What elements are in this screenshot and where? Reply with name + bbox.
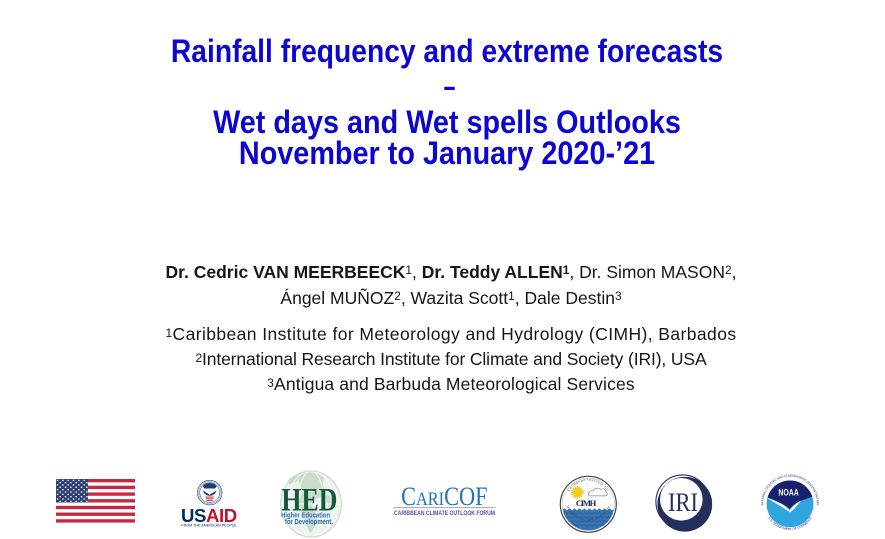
iri-crescent <box>657 476 713 532</box>
hed-tagline-1: Higher Education <box>281 511 330 520</box>
caricof-rule <box>393 507 496 509</box>
affiliations-block: 1Caribbean Institute for Meteorology and… <box>17 323 885 398</box>
authors-line-1: Dr. Cedric VAN MEERBEECK1, Dr. Teddy ALL… <box>17 260 885 286</box>
usaid-seal <box>197 480 223 506</box>
cimh-sun <box>570 485 584 499</box>
affiliation-line-1: 1Caribbean Institute for Meteorology and… <box>17 323 885 348</box>
affiliation-text-3: Antigua and Barbuda Meteorological Servi… <box>274 374 635 395</box>
usaid-wordmark: USAID <box>181 505 237 526</box>
hed-logo: HED Higher Education for Development. <box>274 466 344 538</box>
author-name-segment: Ángel MUÑOZ <box>280 287 395 308</box>
affiliation-marker-2: 2 <box>195 350 202 365</box>
author-name-segment: , Wazita Scott <box>400 287 509 308</box>
usaid-seal-eagle <box>202 490 217 496</box>
author-superscript: 1 <box>508 289 515 303</box>
hed-globe <box>280 470 342 538</box>
title-dash: – <box>443 68 456 104</box>
title-line-1: Rainfall frequency and extreme forecasts <box>170 32 724 69</box>
affiliation-marker-1: 1 <box>165 325 173 340</box>
hed-tagline-2: for Development. <box>285 517 333 526</box>
usaid-seal-shield <box>205 496 214 502</box>
affiliation-line-2: 2International Research Institute for Cl… <box>17 348 885 373</box>
caricof-logo: CARICOF CARIBBEAN CLIMATE OUTLOOK FORUM <box>392 483 497 518</box>
author-superscript: 1 <box>405 263 413 277</box>
cimh-water <box>562 508 615 531</box>
caricof-wordmark: CARICOF <box>401 483 488 512</box>
hed-acronym: HED <box>281 483 337 519</box>
author-name-segment: , Dr. Simon MASON <box>569 261 725 282</box>
cimh-cloud <box>588 487 608 497</box>
iri-logo: IRI <box>654 473 714 533</box>
affiliation-text-1: Caribbean Institute for Meteorology and … <box>172 324 737 345</box>
affiliation-marker-3: 3 <box>267 375 275 390</box>
authors-block: Dr. Cedric VAN MEERBEECK1, Dr. Teddy ALL… <box>17 260 885 312</box>
noaa-dark-wave <box>766 480 814 510</box>
us-flag-logo <box>55 479 135 523</box>
author-superscript: 3 <box>614 289 622 303</box>
iri-acronym: IRI <box>668 488 698 517</box>
cimh-logo: CIMH Caribbean Institute for Meteorology… <box>559 475 618 534</box>
caricof-subtitle: CARIBBEAN CLIMATE OUTLOOK FORUM <box>394 510 495 517</box>
usaid-seal-ring-text <box>198 481 222 505</box>
author-superscript: 2 <box>394 289 401 303</box>
noaa-logo: NOAA NATIONAL OCEANIC AND ATMOSPHERIC AD… <box>756 471 826 537</box>
title-line-2: Wet days and Wet spells Outlooks <box>213 104 681 140</box>
cimh-acronym: CIMH <box>576 498 597 508</box>
author-name-segment: Dr. Teddy ALLEN <box>421 261 563 282</box>
title-line-3: November to January 2020-’21 <box>238 134 656 171</box>
affiliation-text-2: International Research Institute for Cli… <box>201 349 707 370</box>
authors-line-2: Ángel MUÑOZ2, Wazita Scott1, Dale Destin… <box>17 286 885 312</box>
affiliation-line-3: 3Antigua and Barbuda Meteorological Serv… <box>17 373 885 398</box>
flag-stars <box>55 479 88 503</box>
author-name-segment: , <box>731 261 737 282</box>
author-superscript: 2 <box>724 263 732 277</box>
usaid-logo: USAID FROM THE AMERICAN PEOPLE <box>179 478 239 530</box>
usaid-seal-banner <box>202 482 217 489</box>
usaid-tagline: FROM THE AMERICAN PEOPLE <box>181 524 237 528</box>
author-name-segment: Dr. Cedric VAN MEERBEECK <box>165 261 406 282</box>
author-name-segment: , Dale Destin <box>514 287 615 308</box>
flag-stripes <box>55 479 135 523</box>
noaa-acronym: NOAA <box>778 487 799 497</box>
author-name-segment: , <box>412 261 422 282</box>
noaa-gull <box>766 497 801 513</box>
author-superscript: 1 <box>562 263 570 277</box>
us-flag-icon <box>55 479 135 523</box>
